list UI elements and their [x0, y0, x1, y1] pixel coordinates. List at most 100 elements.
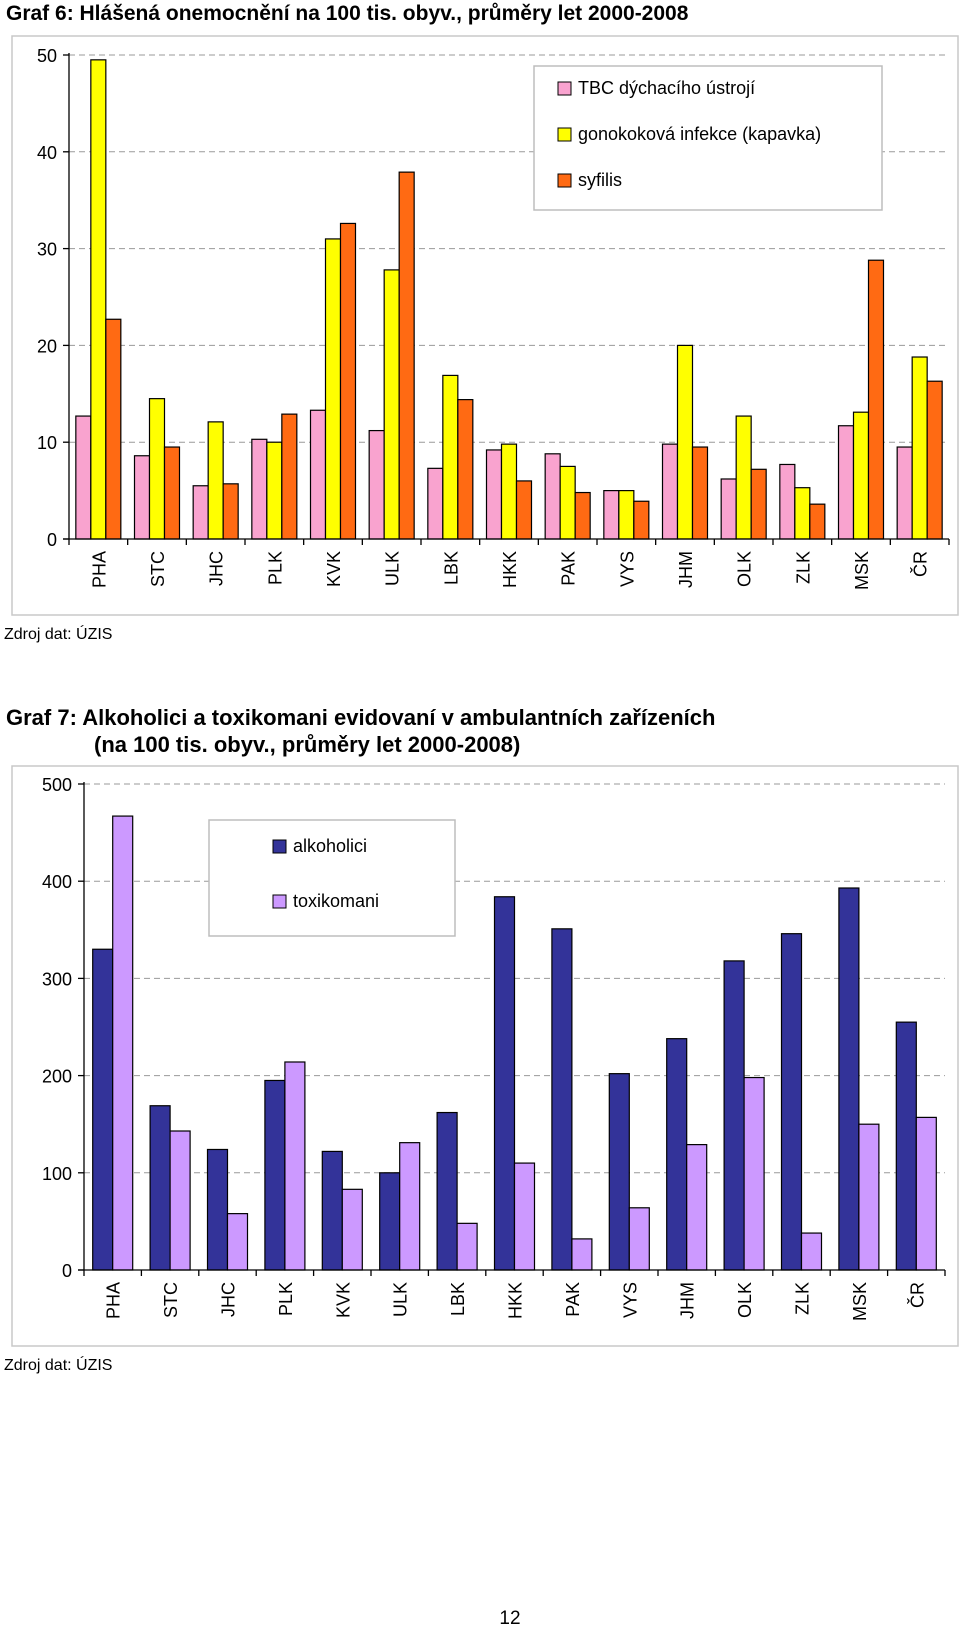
chart1-category-label: PLK [265, 551, 285, 585]
chart1-legend-label-3: syfilis [578, 170, 622, 190]
chart1-bar-hkk-1 [485, 449, 503, 540]
chart2-legend [208, 819, 456, 937]
chart1-category-label: PAK [559, 551, 579, 586]
chart2-source: Zdroj dat: ÚZIS [4, 1357, 113, 1374]
chart2-category-label: ZLK [793, 1282, 813, 1315]
chart2-category-label: PAK [563, 1282, 583, 1317]
chart2-category-label: KVK [333, 1282, 353, 1318]
chart2-ytick-label: 100 [42, 1164, 72, 1184]
chart1-bar-pha-3 [105, 318, 122, 540]
chart2-bar-kvk-1 [321, 1150, 343, 1271]
chart2-bar-zlk-2 [800, 1232, 823, 1271]
chart2-ytick-label: 300 [42, 969, 72, 989]
chart2-ytick-label: 400 [42, 872, 72, 892]
chart1-ytick-label: 10 [37, 433, 57, 453]
chart1-bar-hkk-3 [515, 480, 533, 540]
chart2-category-label: PLK [276, 1282, 296, 1316]
chart2-category-label: JHC [219, 1282, 239, 1317]
chart1-source: Zdroj dat: ÚZIS [4, 626, 113, 643]
chart1-bar-lbk-2 [442, 374, 459, 540]
chart2-bar-lbk-2 [456, 1222, 478, 1271]
chart2-frame [11, 765, 959, 1347]
chart2-bar-stc-2 [169, 1130, 191, 1271]
chart1-bar-ulk-2 [383, 269, 400, 540]
chart1-category-label: JHC [207, 551, 227, 586]
chart2-bar-vys-1 [608, 1073, 630, 1271]
chart2-title: Graf 7: Alkoholici a toxikomani evidovan… [6, 705, 716, 730]
chart2-bar-lbk-1 [436, 1111, 458, 1271]
chart1-bar-lbk-3 [457, 399, 474, 540]
chart1-bar-kvk-1 [309, 409, 327, 540]
chart2-category-label: OLK [735, 1282, 755, 1318]
chart2-bar-pak-1 [551, 928, 573, 1271]
chart2-bar-jhc-1 [206, 1148, 229, 1271]
chart2-category-label: STC [161, 1282, 181, 1318]
chart1-bar-olk-3 [750, 468, 767, 540]
chart1-bar-ulk-1 [368, 429, 385, 540]
chart1-category-label: VYS [617, 551, 637, 587]
chart1-bar-vys-3 [633, 500, 650, 540]
chart1-category-label: HKK [500, 551, 520, 588]
chart1-bar-stc-2 [148, 398, 166, 540]
chart2-legend-swatch-2 [272, 894, 287, 909]
chart2-category-label: PHA [104, 1282, 124, 1319]
chart2-legend-label-1: alkoholici [293, 836, 367, 856]
chart1-legend-label-2: gonokoková infekce (kapavka) [578, 124, 821, 144]
chart2-bar-čr-1 [895, 1021, 917, 1271]
chart1-bar-plk-3 [281, 413, 298, 540]
chart1-bar-jhc-1 [192, 485, 209, 540]
chart1-bar-zlk-2 [794, 487, 811, 540]
chart2-ytick-label: 500 [42, 775, 72, 795]
chart2-bar-olk-2 [743, 1076, 765, 1271]
chart1-legend-label-1: TBC dýchacího ústrojí [578, 78, 755, 98]
chart1-bar-msk-2 [852, 411, 870, 540]
chart1-frame [11, 35, 959, 616]
chart1-bar-vys-1 [603, 490, 620, 540]
chart1-bar-jhc-2 [207, 421, 224, 540]
chart1-bar-kvk-3 [339, 222, 357, 540]
chart2-bar-jhc-2 [226, 1213, 249, 1271]
chart1-bar-ulk-3 [398, 171, 415, 540]
page-number: 12 [499, 1608, 521, 1629]
chart1-ytick-label: 50 [37, 46, 57, 66]
chart1-bar-stc-1 [133, 455, 151, 540]
chart2-bar-hkk-2 [513, 1162, 536, 1271]
chart2-bar-msk-1 [838, 887, 860, 1271]
chart2-bar-pha-1 [92, 948, 114, 1271]
chart1-bar-olk-1 [720, 478, 737, 540]
chart1-bar-zlk-3 [809, 503, 826, 540]
chart1-legend-swatch-1 [557, 81, 572, 96]
chart1-ytick-label: 20 [37, 336, 57, 356]
chart2-bar-stc-1 [149, 1105, 171, 1271]
chart2-ytick-label: 0 [62, 1261, 72, 1281]
chart1-category-label: STC [148, 551, 168, 587]
chart2-bar-ulk-2 [399, 1142, 421, 1271]
chart1-category-label: ULK [383, 551, 403, 586]
chart1-bar-pha-1 [75, 415, 92, 540]
chart2-category-label: VYS [620, 1282, 640, 1318]
chart1-category-label: ZLK [793, 551, 813, 584]
chart1-category-label: ČR [910, 551, 931, 577]
chart2-bar-ulk-1 [379, 1172, 401, 1271]
chart2-bar-pha-2 [112, 815, 134, 1271]
chart2-category-label: JHM [678, 1282, 698, 1319]
chart2-legend-label-2: toxikomani [293, 891, 379, 911]
chart1-bar-plk-1 [251, 438, 268, 540]
chart1-bar-vys-2 [618, 490, 635, 540]
chart1-bar-čr-2 [911, 356, 928, 540]
chart2-bar-pak-2 [571, 1238, 593, 1271]
chart2-bar-plk-1 [264, 1079, 286, 1271]
chart2-category-label: LBK [448, 1282, 468, 1316]
chart2-bar-msk-2 [858, 1123, 880, 1271]
chart1-bar-msk-1 [837, 425, 855, 540]
chart2-title-line2: (na 100 tis. obyv., průměry let 2000-200… [94, 732, 521, 757]
chart2-bar-jhm-2 [686, 1144, 708, 1271]
chart2-legend-swatch-1 [272, 839, 287, 854]
chart1-category-label: KVK [324, 551, 344, 587]
chart1-bar-jhc-3 [222, 483, 239, 540]
chart1-legend-swatch-2 [557, 127, 572, 142]
chart1-category-label: PHA [89, 551, 109, 588]
chart2-bar-olk-1 [723, 960, 745, 1271]
chart1-category-label: OLK [735, 551, 755, 587]
